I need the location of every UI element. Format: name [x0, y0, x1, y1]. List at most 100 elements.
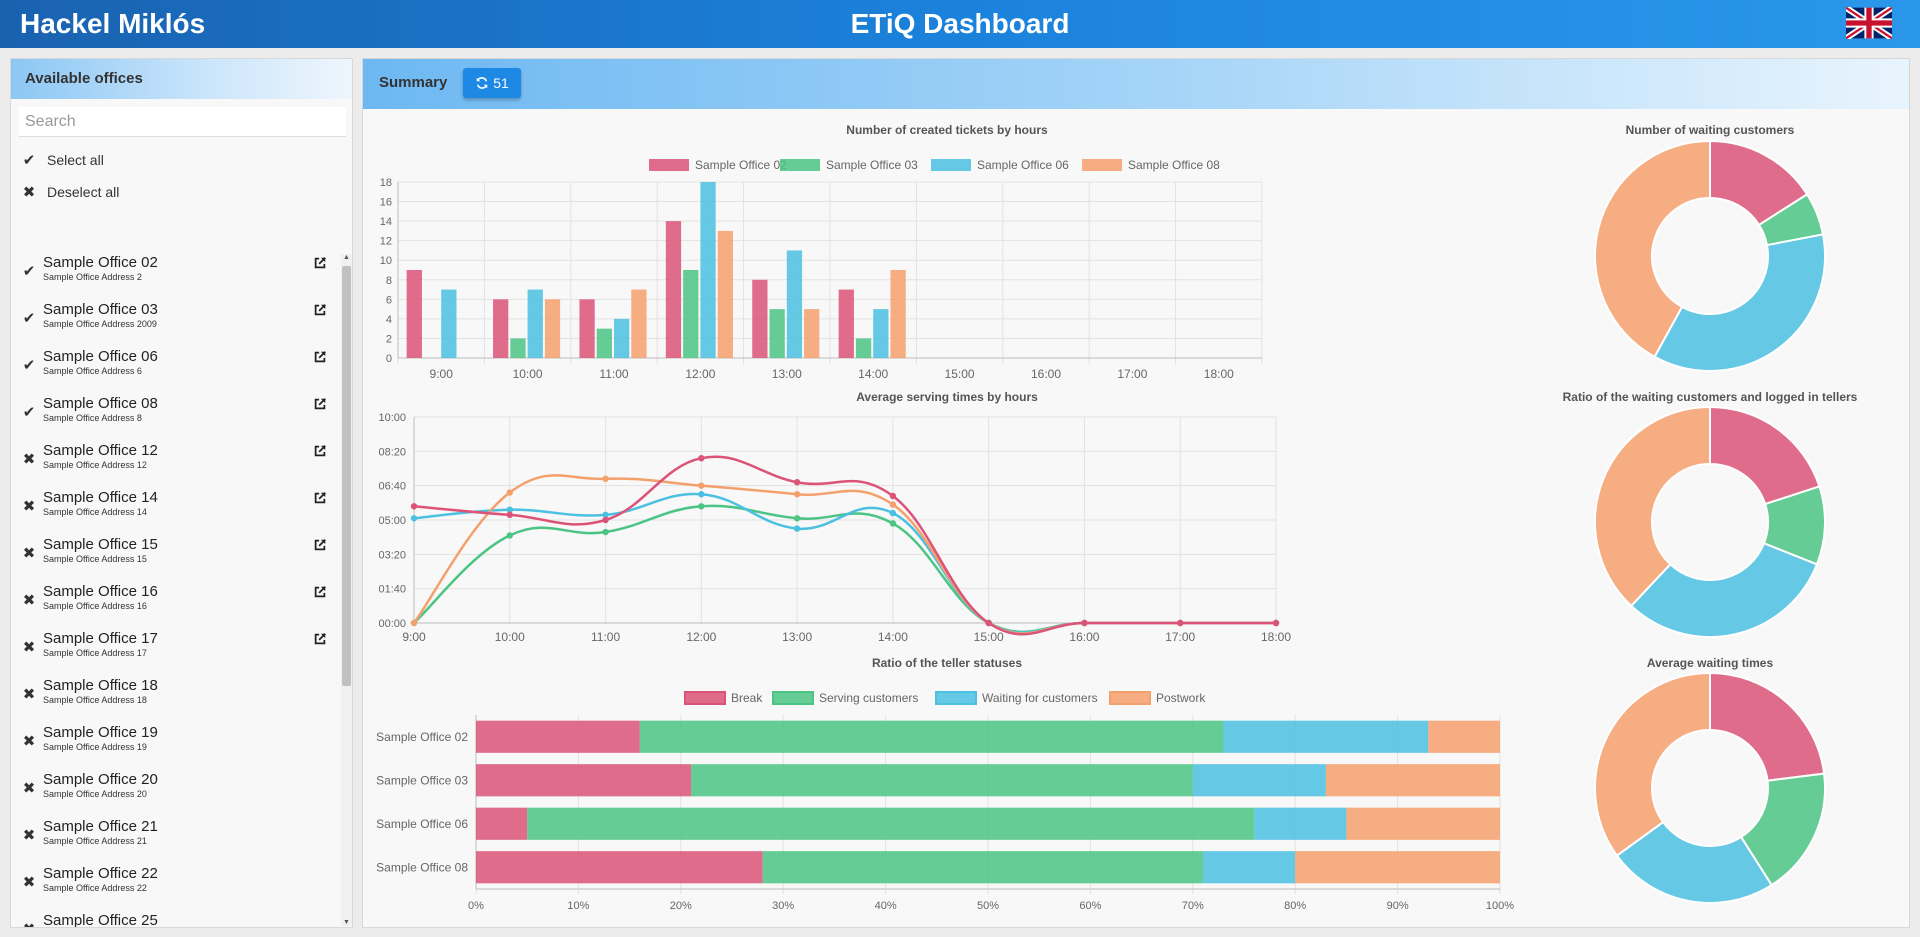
external-link-icon[interactable]	[313, 303, 327, 317]
bar-segment	[1223, 720, 1429, 753]
external-link-icon[interactable]	[313, 256, 327, 270]
office-name: Sample Office 22	[43, 865, 158, 882]
close-icon[interactable]: ✖	[22, 592, 36, 609]
tick-label: 10:00	[495, 630, 525, 644]
external-link-icon[interactable]	[313, 397, 327, 411]
external-link-icon[interactable]	[313, 491, 327, 505]
legend-swatch	[1109, 691, 1151, 705]
tick-label: 4	[386, 314, 392, 326]
office-item[interactable]: ✔ Sample Office 08 Sample Office Address 8	[11, 395, 339, 442]
tick-label: 70%	[1182, 900, 1204, 912]
office-item[interactable]: ✖ Sample Office 25	[11, 912, 339, 927]
office-item[interactable]: ✔ Sample Office 02 Sample Office Address 2	[11, 254, 339, 301]
tick-label: 11:00	[591, 630, 620, 644]
office-item[interactable]: ✖ Sample Office 18 Sample Office Address 1…	[11, 677, 339, 724]
data-point	[889, 509, 897, 517]
close-icon[interactable]: ✖	[22, 686, 36, 703]
office-item[interactable]: ✖ Sample Office 14 Sample Office Address 1…	[11, 489, 339, 536]
data-point	[793, 479, 801, 486]
scrollbar-thumb[interactable]	[342, 266, 351, 686]
office-item[interactable]: ✔ Sample Office 03 Sample Office Address 2…	[11, 301, 339, 348]
refresh-button[interactable]: 51	[463, 68, 521, 98]
office-address: Sample Office Address 15	[43, 554, 147, 564]
app-title: ETiQ Dashboard	[850, 8, 1070, 39]
bar	[614, 318, 630, 358]
office-item[interactable]: ✖ Sample Office 15 Sample Office Address 1…	[11, 536, 339, 583]
uk-flag-icon[interactable]	[1846, 7, 1892, 39]
check-icon[interactable]: ✔	[22, 404, 36, 421]
sidebar-title: Available offices	[11, 59, 352, 99]
check-icon[interactable]: ✔	[22, 357, 36, 374]
close-icon[interactable]: ✖	[22, 498, 36, 515]
close-icon[interactable]: ✖	[22, 451, 36, 468]
deselect-all-label: Deselect all	[47, 184, 120, 200]
external-link-icon[interactable]	[313, 632, 327, 646]
tick-label: 00:00	[378, 618, 406, 630]
close-icon[interactable]: ✖	[21, 920, 37, 927]
bar	[769, 309, 785, 358]
tick-label: 11:00	[599, 367, 628, 381]
legend-swatch	[772, 691, 814, 705]
bar-segment	[476, 851, 763, 884]
legend-label: Serving customers	[819, 691, 918, 705]
external-link-icon[interactable]	[313, 538, 327, 552]
bar-segment	[476, 807, 528, 840]
office-name: Sample Office 19	[43, 724, 158, 741]
office-address: Sample Office Address 20	[43, 789, 147, 799]
chart-title: Average waiting times	[1647, 656, 1774, 670]
check-icon[interactable]: ✔	[22, 310, 36, 327]
chart-title: Ratio of the teller statuses	[872, 656, 1022, 670]
bar	[804, 309, 820, 358]
tick-label: 90%	[1387, 900, 1409, 912]
close-icon[interactable]: ✖	[22, 545, 36, 562]
bar	[700, 182, 716, 358]
office-item[interactable]: ✖ Sample Office 12 Sample Office Address 1…	[11, 442, 339, 489]
data-point	[793, 515, 801, 522]
external-link-icon[interactable]	[313, 585, 327, 599]
tick-label: 06:40	[378, 481, 406, 493]
office-item[interactable]: ✖ Sample Office 16 Sample Office Address 1…	[11, 583, 339, 630]
deselect-all-button[interactable]: ✖ Deselect all	[21, 183, 120, 201]
data-point	[506, 532, 513, 539]
tick-label: 8	[386, 275, 392, 287]
tick-label: Sample Office 02	[376, 730, 468, 744]
bar	[579, 299, 595, 358]
external-link-icon[interactable]	[313, 444, 327, 458]
data-point	[889, 492, 897, 500]
select-all-button[interactable]: ✔ Select all	[21, 151, 104, 169]
tick-label: 05:00	[378, 515, 406, 527]
tick-label: 14	[380, 216, 392, 228]
external-link-icon[interactable]	[313, 350, 327, 364]
scroll-up-icon[interactable]: ▲	[343, 254, 350, 261]
tick-label: 08:20	[378, 446, 406, 458]
charts-area: Number of created tickets by hours Sample…	[376, 123, 1858, 912]
office-item[interactable]: ✖ Sample Office 21 Sample Office Address 2…	[11, 818, 339, 865]
office-list: ✔ Sample Office 02 Sample Office Address 2…	[11, 254, 339, 927]
search-input[interactable]	[19, 107, 346, 137]
check-icon: ✔	[22, 152, 36, 169]
office-name: Sample Office 08	[43, 395, 158, 412]
office-item[interactable]: ✔ Sample Office 06 Sample Office Address 6	[11, 348, 339, 395]
bar	[544, 299, 561, 358]
close-icon[interactable]: ✖	[22, 639, 36, 656]
close-icon[interactable]: ✖	[22, 780, 36, 797]
bar	[631, 289, 647, 358]
bar	[786, 250, 803, 358]
legend-swatch	[649, 159, 689, 171]
tick-label: 12	[380, 236, 392, 248]
data-point	[698, 503, 705, 510]
office-address: Sample Office Address 2	[43, 272, 142, 282]
summary-header: Summary 51	[363, 59, 1909, 109]
scrollbar[interactable]: ▲ ▼	[341, 254, 352, 926]
office-item[interactable]: ✖ Sample Office 20 Sample Office Address 2…	[11, 771, 339, 818]
close-icon[interactable]: ✖	[22, 827, 36, 844]
check-icon[interactable]: ✔	[22, 263, 36, 280]
bar-segment	[1192, 764, 1326, 797]
office-item[interactable]: ✖ Sample Office 19 Sample Office Address 1…	[11, 724, 339, 771]
office-item[interactable]: ✖ Sample Office 17 Sample Office Address 1…	[11, 630, 339, 677]
close-icon[interactable]: ✖	[22, 874, 36, 891]
scroll-down-icon[interactable]: ▼	[343, 919, 350, 926]
close-icon[interactable]: ✖	[22, 733, 36, 750]
office-item[interactable]: ✖ Sample Office 22 Sample Office Address 2…	[11, 865, 339, 912]
tick-label: 100%	[1486, 900, 1514, 912]
